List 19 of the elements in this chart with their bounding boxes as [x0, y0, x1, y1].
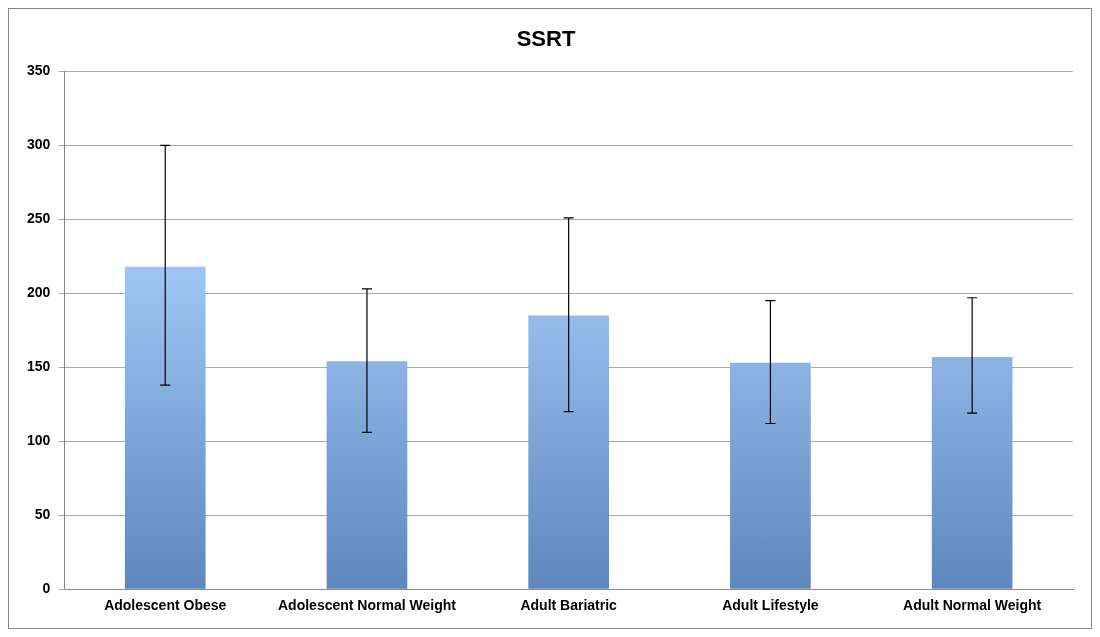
x-tick-label: Adult Lifestyle — [722, 597, 819, 614]
x-tick-label: Adult Bariatric — [520, 597, 618, 614]
x-tick-label: Adult Normal Weight — [903, 597, 1042, 614]
bar — [124, 266, 206, 589]
bar — [730, 362, 811, 589]
bar — [931, 356, 1013, 589]
bar — [326, 361, 408, 589]
y-tick-label: 200 — [27, 284, 51, 301]
y-tick-label: 250 — [27, 210, 51, 227]
chart-title: SSRT — [516, 26, 576, 52]
y-tick-label: 50 — [34, 506, 51, 523]
y-tick-label: 150 — [27, 358, 51, 375]
x-tick-label: Adolescent Obese — [104, 597, 227, 614]
y-tick-label: 100 — [27, 432, 51, 449]
y-tick-label: 350 — [27, 62, 51, 79]
y-tick-label: 300 — [27, 136, 51, 153]
bar — [528, 315, 610, 589]
y-tick-label: 0 — [42, 580, 51, 597]
x-tick-label: Adolescent Normal Weight — [278, 597, 457, 614]
